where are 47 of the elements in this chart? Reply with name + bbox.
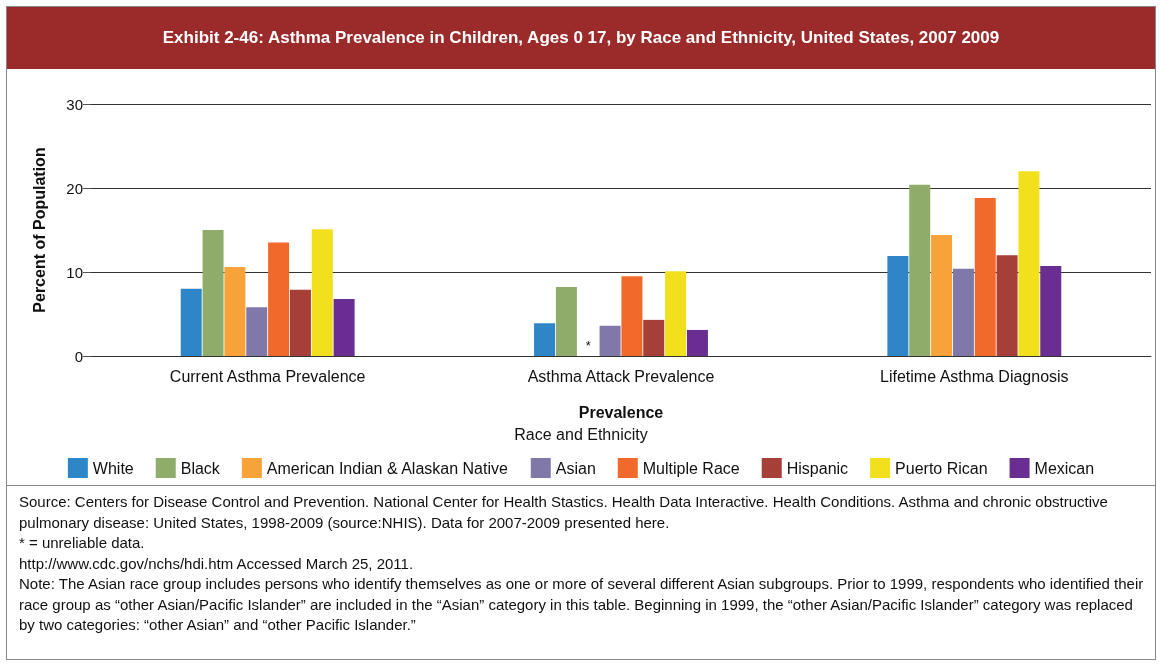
bar [599, 325, 621, 356]
annotation: * [585, 338, 591, 353]
bar [289, 289, 311, 356]
bar [333, 298, 355, 356]
bar [1018, 171, 1040, 356]
bar [996, 255, 1018, 356]
bar [268, 242, 290, 356]
bar [246, 307, 268, 356]
x-tick-label: Current Asthma Prevalence [169, 367, 366, 385]
bar [534, 323, 556, 356]
bar [621, 276, 643, 356]
y-tick-label: 30 [66, 95, 83, 113]
source-note: Source: Centers for Disease Control and Prevention. National Center for Health Stastics. Health Data Interactive. Health Conditions. Asthma and chronic obstructive pulmonary disease: United States, 1998-2009 (source:NHIS). Data for 2007-2009 presented here. [19, 492, 1109, 533]
legend-label: Black [180, 459, 221, 477]
legend-label: Multiple Race [642, 459, 740, 477]
bar [555, 287, 577, 356]
bar [909, 184, 931, 356]
bar [1040, 266, 1062, 356]
x-tick-label: Lifetime Asthma Diagnosis [880, 367, 1069, 385]
legend-label: Hispanic [786, 459, 849, 477]
bar [931, 235, 953, 356]
bar [665, 271, 687, 356]
bar [311, 229, 333, 356]
legend-label: Mexican [1034, 459, 1095, 477]
chart-title: Exhibit 2-46: Asthma Prevalence in Children, Ages 0 17, by Race and Ethnicity, United States, 2007 2009 [7, 7, 1155, 69]
y-axis-title: Percent of Population [30, 147, 48, 313]
y-tick-label: 0 [74, 347, 83, 365]
y-tick-label: 20 [66, 179, 83, 197]
legend-title: Race and Ethnicity [514, 425, 648, 443]
legend-label: White [92, 459, 134, 477]
bar [686, 329, 708, 356]
bar [887, 256, 909, 356]
bar [224, 266, 246, 356]
bar [202, 230, 224, 356]
bar [974, 198, 996, 356]
legend-label: Puerto Rican [895, 459, 988, 477]
legend-label: American Indian & Alaskan Native [266, 459, 508, 477]
x-tick-label: Asthma Attack Prevalence [527, 367, 715, 385]
bar [952, 268, 974, 356]
legend-label: Asian [555, 459, 596, 477]
bar [180, 288, 202, 356]
text: http://www.cdc.gov/nchs/hdi.htm Accessed March 25, 2011. [19, 553, 415, 574]
text: * = unreliable data. [19, 533, 146, 553]
bar [643, 319, 665, 356]
text: Note: The Asian race group includes persons who identify themselves as one or more of several different Asian subgroups. Prior to 1999, respondents who identified their race group as “other Asian/Pacific Islander” are included in the “Asian” category in this table. Beginning in 1999, the “other Asian/Pacific Islander” category was replaced by two categories: “other Asian” and “other Pacific Islander.” [19, 574, 1145, 635]
y-tick-label: 10 [66, 263, 83, 281]
x-axis-title: Prevalence [578, 403, 664, 421]
